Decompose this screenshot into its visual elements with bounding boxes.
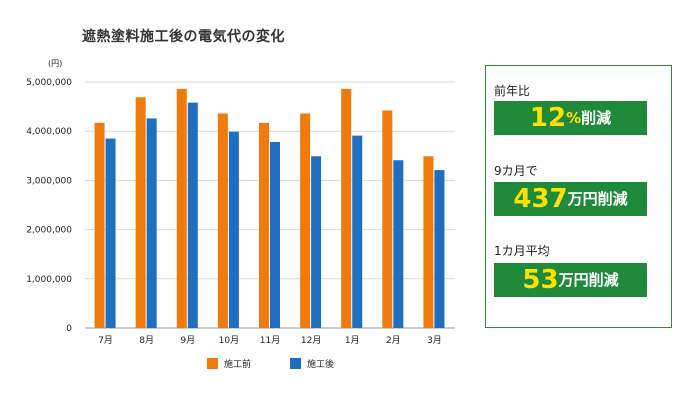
summary-label-yoy: 前年比 bbox=[494, 84, 531, 98]
x-tick-label: 1月 bbox=[345, 335, 360, 346]
bar-before bbox=[217, 113, 228, 328]
bar-before bbox=[135, 97, 146, 328]
summary-tail-yoy: 削減 bbox=[581, 109, 612, 127]
bar-chart: (円) 0 1,000,000 2,000,000 3,000,000 4,000,000… bbox=[26, 59, 455, 346]
legend-item-after: 施工後 bbox=[290, 357, 334, 370]
y-tick-label: 0 bbox=[66, 324, 72, 334]
legend-swatch-after bbox=[290, 358, 301, 369]
chart-title: 遮熱塗料施工後の電気代の変化 bbox=[82, 29, 285, 45]
legend-label-after: 施工後 bbox=[307, 360, 335, 370]
summary-suffix-9months: 万円 bbox=[567, 190, 598, 208]
bar-after bbox=[352, 135, 363, 328]
bar-before bbox=[382, 110, 393, 328]
x-tick-label: 9月 bbox=[180, 335, 195, 346]
bar-after bbox=[228, 131, 239, 328]
x-tick-label: 12月 bbox=[301, 335, 321, 346]
summary-label-9months: 9カ月で bbox=[494, 164, 538, 178]
x-tick-label: 7月 bbox=[98, 335, 113, 346]
bar-before bbox=[259, 122, 269, 328]
bar-after bbox=[311, 156, 322, 328]
y-tick-label: 4,000,000 bbox=[26, 127, 72, 137]
bar-before bbox=[176, 88, 187, 328]
x-tick-label: 2月 bbox=[386, 335, 401, 346]
y-tick-label: 2,000,000 bbox=[26, 226, 72, 236]
y-tick-label: 3,000,000 bbox=[26, 176, 72, 186]
summary-value-yoy: 12% 削減 bbox=[494, 101, 647, 135]
x-tick-label: 3月 bbox=[427, 335, 442, 346]
y-tick-label: 1,000,000 bbox=[26, 275, 72, 285]
bar-after bbox=[187, 102, 198, 328]
bar-after bbox=[146, 118, 157, 329]
summary-suffix-monthly: 万円 bbox=[558, 271, 589, 289]
bar-before bbox=[94, 122, 105, 328]
summary-box: 前年比 12% 削減 9カ月で 437 万円 削減 1カ月平均 53 万円 削減 bbox=[485, 65, 672, 328]
bar-after bbox=[393, 160, 404, 328]
legend-label-before: 施工前 bbox=[224, 360, 252, 370]
summary-value-9months: 437 万円 削減 bbox=[494, 182, 647, 216]
summary-number-9months: 437 bbox=[513, 184, 568, 214]
x-tick-label: 8月 bbox=[139, 335, 154, 346]
bar-after bbox=[270, 142, 280, 328]
summary-suffix-yoy: % bbox=[566, 109, 582, 127]
summary-tail-monthly: 削減 bbox=[588, 271, 619, 289]
bar-after bbox=[105, 138, 116, 328]
summary-tail-9months: 削減 bbox=[597, 190, 628, 208]
summary-number-monthly: 53 bbox=[522, 265, 559, 295]
bar-before bbox=[423, 156, 434, 328]
x-tick-label: 11月 bbox=[260, 335, 280, 346]
bar-after bbox=[434, 170, 445, 328]
summary-value-monthly: 53 万円 削減 bbox=[494, 263, 647, 297]
legend-swatch-before bbox=[207, 358, 218, 369]
legend-item-before: 施工前 bbox=[207, 357, 251, 370]
y-unit-label: (円) bbox=[48, 59, 62, 68]
summary-number-yoy: 12 bbox=[529, 103, 567, 133]
bar-before bbox=[341, 88, 352, 328]
y-tick-label: 5,000,000 bbox=[26, 78, 72, 88]
bar-before bbox=[300, 113, 311, 328]
x-tick-label: 10月 bbox=[219, 335, 239, 346]
summary-label-monthly: 1カ月平均 bbox=[494, 244, 550, 258]
legend: 施工前 施工後 bbox=[0, 357, 700, 371]
